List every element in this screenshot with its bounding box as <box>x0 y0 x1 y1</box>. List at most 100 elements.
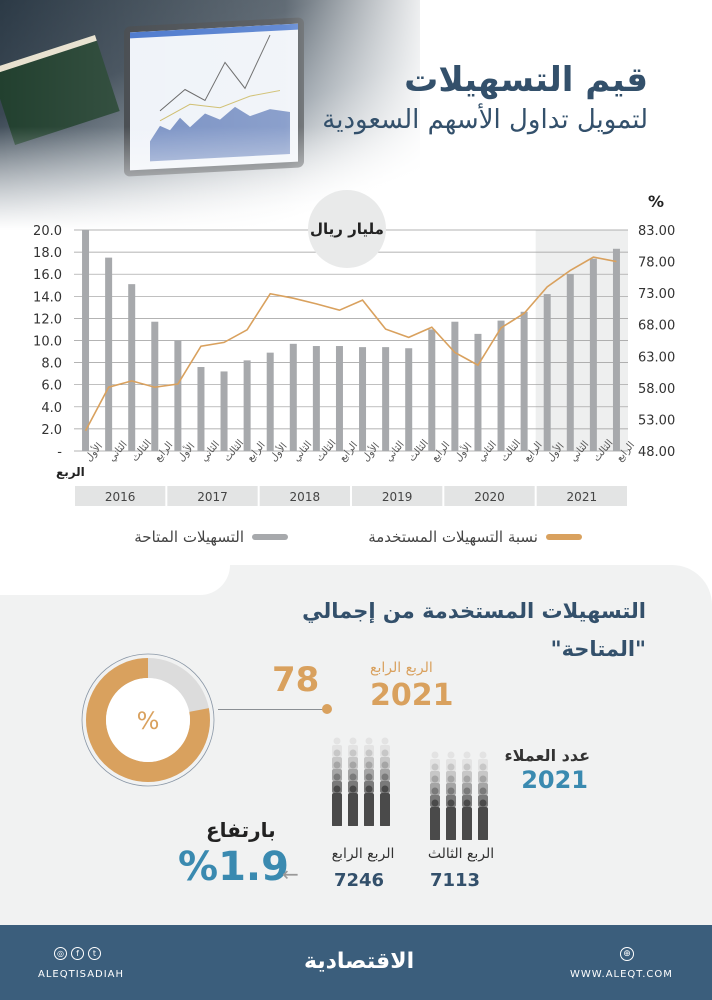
bar <box>82 230 90 451</box>
person-icon <box>364 737 374 826</box>
y-tick-left: 18.0 <box>33 246 62 261</box>
y-tick-left: 6.0 <box>41 379 62 394</box>
bar <box>220 371 228 451</box>
year-band <box>444 486 535 506</box>
year-label: 2018 <box>290 490 321 504</box>
person-icon <box>478 751 488 840</box>
legend-item-available: التسهيلات المتاحة <box>134 528 288 546</box>
brand-logo: الاقتصادية <box>304 949 415 974</box>
combo-chart: - 2.0 4.0 6.0 8.0 10.0 12.0 14.0 16.0 18.0 20.0 48.… <box>33 224 675 506</box>
y-tick-right: 48.00 <box>638 445 675 460</box>
bar <box>174 340 182 451</box>
y-tick-left: 20.0 <box>33 224 62 239</box>
person-icon <box>348 737 358 826</box>
bar <box>543 294 551 451</box>
legend-label: التسهيلات المتاحة <box>134 528 244 546</box>
twitter-icon[interactable]: t <box>88 947 101 960</box>
legend-item-used-ratio: نسبة التسهيلات المستخدمة <box>368 528 582 546</box>
year-band <box>167 486 258 506</box>
y-tick-left: 4.0 <box>41 401 62 416</box>
clients-q4-label: الربع الرابع <box>331 846 395 862</box>
bar <box>312 346 320 451</box>
bar <box>520 311 528 451</box>
bar <box>151 321 159 451</box>
website-link[interactable]: WWW.ALEQT.COM <box>570 969 673 980</box>
y-tick-right: 83.00 <box>638 224 675 239</box>
bar <box>243 360 251 451</box>
y-tick-right: 53.00 <box>638 413 675 428</box>
period-year: 2021 <box>370 678 454 713</box>
year-label: 2021 <box>567 490 598 504</box>
y-tick-right: 73.00 <box>638 287 675 302</box>
unit-bubble: مليار ريال <box>308 190 386 268</box>
bar <box>359 347 367 451</box>
usage-percent-value: 78 <box>272 660 320 700</box>
summary-title: التسهيلات المستخدمة من إجمالي "المتاحة" <box>302 599 646 661</box>
page-title: قيم التسهيلات لتمويل تداول الأسهم السعود… <box>322 58 648 138</box>
quarter-axis-label: الربع <box>56 465 85 479</box>
legend-label: نسبة التسهيلات المستخدمة <box>368 528 538 546</box>
title-line-2: لتمويل تداول الأسهم السعودية <box>322 105 648 135</box>
year-band <box>536 486 627 506</box>
y-tick-right: 68.00 <box>638 319 675 334</box>
chart-legend: نسبة التسهيلات المستخدمة التسهيلات المتا… <box>0 528 712 554</box>
y-tick-left: 2.0 <box>41 423 62 438</box>
donut-chart: % <box>81 653 215 787</box>
bar <box>566 274 574 451</box>
bar <box>382 347 390 451</box>
bar <box>474 333 482 451</box>
year-label: 2020 <box>474 490 505 504</box>
clients-q3-label: الربع الثالث <box>427 846 495 862</box>
clients-label: عدد العملاء <box>504 746 590 765</box>
y-tick-left: - <box>57 445 62 460</box>
y-tick-right: 63.00 <box>638 350 675 365</box>
year-label: 2016 <box>105 490 136 504</box>
y-tick-left: 8.0 <box>41 357 62 372</box>
percent-symbol: % <box>137 707 160 735</box>
year-label: 2017 <box>197 490 228 504</box>
bar-swatch-icon <box>252 534 288 540</box>
rise-label: بارتفاع <box>206 818 276 842</box>
title-line-1: قيم التسهيلات <box>404 60 648 100</box>
y-tick-left: 10.0 <box>33 335 62 350</box>
bar <box>405 348 413 451</box>
clients-year: 2021 <box>521 766 588 794</box>
period-label: الربع الرابع <box>370 660 433 676</box>
connector-line <box>218 709 326 710</box>
person-icon <box>332 737 342 826</box>
right-axis-label: % <box>648 192 665 211</box>
person-icon <box>462 751 472 840</box>
bar <box>289 343 297 451</box>
used-ratio-line <box>84 256 617 432</box>
clients-q3-value: 7113 <box>429 870 481 891</box>
bar <box>128 284 136 451</box>
y-tick-left: 14.0 <box>33 290 62 305</box>
globe-icon: ⊕ <box>620 947 634 961</box>
footer: ◎ f t ALEQTISADIAH الاقتصادية ⊕ WWW.ALEQ… <box>0 925 712 1000</box>
bar <box>612 248 620 451</box>
line-swatch-icon <box>546 534 582 540</box>
bar <box>105 257 113 451</box>
year-band <box>352 486 443 506</box>
y-tick-left: 12.0 <box>33 312 62 327</box>
people-icons-q4 <box>330 736 392 826</box>
facebook-icon[interactable]: f <box>71 947 84 960</box>
person-icon <box>430 751 440 840</box>
bar <box>497 320 505 451</box>
person-icon <box>446 751 456 840</box>
person-icon <box>380 737 390 826</box>
rise-value: %1.9 <box>178 844 289 890</box>
year-label: 2019 <box>382 490 413 504</box>
bar <box>451 321 459 451</box>
connector-dot <box>322 704 332 714</box>
arrow-left-icon: ← <box>282 862 299 886</box>
social-links: ◎ f t <box>54 947 101 960</box>
bar <box>266 352 274 451</box>
social-handle[interactable]: ALEQTISADIAH <box>38 969 125 980</box>
y-tick-right: 78.00 <box>638 256 675 271</box>
y-tick-right: 58.00 <box>638 382 675 397</box>
bar <box>335 346 343 451</box>
bar <box>428 329 436 451</box>
year-band <box>259 486 350 506</box>
instagram-icon[interactable]: ◎ <box>54 947 67 960</box>
